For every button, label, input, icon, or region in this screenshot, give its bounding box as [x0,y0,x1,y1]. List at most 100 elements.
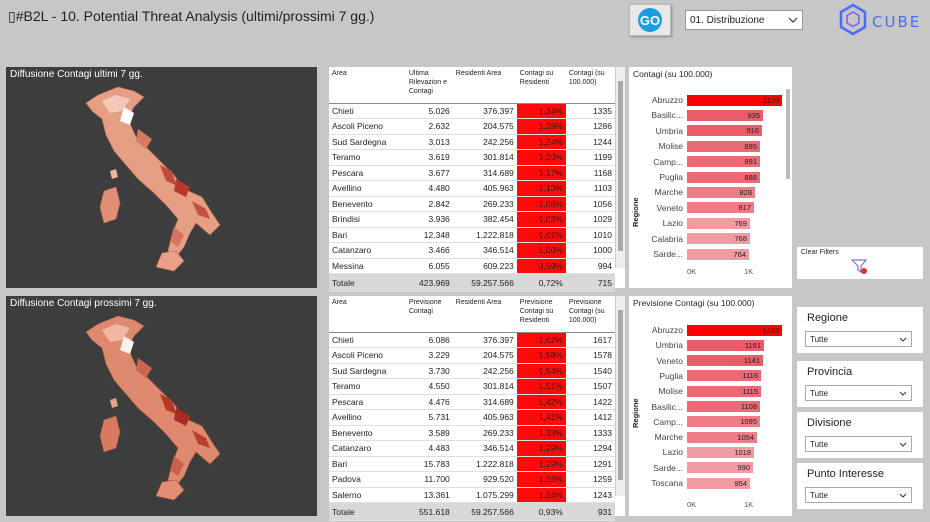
column-header[interactable]: Previsione Contagi [405,296,453,333]
bar-row[interactable]: Umbria 916 [629,125,762,137]
slicer-dropdown[interactable]: Tutte [805,331,912,347]
table-row[interactable]: Padova 11.700 929.520 1,26% 1259 [329,471,615,488]
bar[interactable]: 1161 [687,339,764,351]
table-row[interactable]: Benevento 2.842 269.233 1,06% 1056 [329,196,615,212]
bar-row[interactable]: Veneto 817 [629,202,754,214]
bar[interactable]: 1116 [687,370,761,382]
table-scrollbar[interactable] [615,67,625,268]
bar-row[interactable]: Toscana 954 [629,477,750,489]
bar-row[interactable]: Sarde... 990 [629,462,753,474]
bar[interactable]: 990 [687,462,753,474]
bar-row[interactable]: Molise 1115 [629,385,761,397]
bar[interactable]: 1108 [687,401,760,412]
chart-previsione-contagi[interactable]: Previsione Contagi (su 100.000) Regione … [629,296,792,516]
clear-filters-button[interactable]: Clear Filters [797,247,923,279]
table-row[interactable]: Salerno 13.361 1.075.299 1,24% 1243 [329,487,615,503]
bar-row[interactable]: Camp... 1095 [629,416,760,428]
bar-row[interactable]: Lazio 769 [629,217,750,229]
bar[interactable]: 1115 [687,385,761,397]
distribution-select[interactable]: 01. Distribuzione [685,10,803,30]
table-cell: 11.700 [405,471,453,488]
bar[interactable]: 768 [687,233,750,245]
bar[interactable]: 895 [687,140,760,152]
column-header[interactable]: Area [329,67,406,104]
column-header[interactable]: Previsione Contagi su Residenti [516,296,566,333]
slicer-value: Tutte [810,490,828,500]
column-header[interactable]: Area [329,296,406,333]
bar-row[interactable]: Basilic... 935 [629,109,763,121]
bar-row[interactable]: Molise 895 [629,140,760,152]
bar[interactable]: 817 [687,202,754,214]
table-row[interactable]: Teramo 3.619 301.814 1,20% 1199 [329,149,615,166]
column-header[interactable]: Ultima Rilevazion e Contagi [405,67,453,104]
chart-scrollbar[interactable] [786,89,790,179]
go-button[interactable]: GO [629,4,671,36]
slicer-dropdown[interactable]: Tutte [805,487,912,503]
table-row[interactable]: Bari 15.783 1.222.818 1,29% 1291 [329,456,615,472]
bar[interactable]: 828 [687,186,755,198]
bar-row[interactable]: Veneto 1141 [629,355,763,367]
table-row[interactable]: Chieti 6.086 376.397 1,62% 1617 [329,332,615,348]
table-scrollbar[interactable] [615,296,625,496]
slicer-regione[interactable]: Regione Tutte [797,307,923,353]
bar[interactable]: 916 [687,125,762,137]
table-row[interactable]: Teramo 4.550 301.814 1,51% 1507 [329,378,615,395]
slicer-punto-interesse[interactable]: Punto Interesse Tutte [797,463,923,509]
slicer-provincia[interactable]: Provincia Tutte [797,361,923,407]
scrollbar-thumb[interactable] [618,81,623,251]
column-header[interactable]: Previsione Contagi (su 100.000) [565,296,615,333]
column-header[interactable]: Residenti Area [452,296,517,333]
scrollbar-thumb[interactable] [618,310,623,480]
column-header[interactable]: Residenti Area [452,67,517,104]
table-row[interactable]: Benevento 3.589 269.233 1,33% 1333 [329,425,615,441]
column-header[interactable]: Contagi (su 100.000) [565,67,615,104]
table-row[interactable]: Chieti 5.026 376.397 1,34% 1335 [329,103,615,119]
table-row[interactable]: Avellino 4.480 405.963 1,10% 1103 [329,180,615,197]
table-row[interactable]: Bari 12.348 1.222.818 1,01% 1010 [329,227,615,243]
bar-row[interactable]: Abruzzo 1428 [629,324,782,336]
table-row[interactable]: Pescara 3.677 314.689 1,17% 1168 [329,165,615,181]
bar-row[interactable]: Lazio 1018 [629,446,754,458]
bar-row[interactable]: Sarde... 764 [629,248,749,260]
bar[interactable]: 954 [687,477,750,489]
bar-row[interactable]: Marche 828 [629,186,755,198]
slicer-divisione[interactable]: Divisione Tutte [797,412,923,458]
table-row[interactable]: Ascoli Piceno 3.229 204.575 1,58% 1578 [329,347,615,364]
table-row[interactable]: Sud Sardegna 3.013 242.256 1,24% 1244 [329,134,615,150]
table-contagi-prossimi[interactable]: Area Previsione Contagi Residenti Area P… [329,296,625,521]
slicer-dropdown[interactable]: Tutte [805,436,912,452]
chart-contagi[interactable]: Contagi (su 100.000) Regione Abruzzo 1169… [629,67,792,288]
bar-row[interactable]: Puglia 888 [629,171,760,183]
bar[interactable]: 1141 [687,355,763,367]
bar-row[interactable]: Camp... 891 [629,156,760,168]
table-row[interactable]: Ascoli Piceno 2.632 204.575 1,29% 1286 [329,118,615,135]
table-row[interactable]: Pescara 4.476 314.689 1,42% 1422 [329,394,615,410]
column-header[interactable]: Contagi su Residenti [516,67,566,104]
bar[interactable]: 769 [687,217,750,229]
bar-row[interactable]: Calabria 768 [629,233,750,245]
table-row[interactable]: Messina 6.055 609.223 0,99% 994 [329,258,615,274]
bar[interactable]: 1095 [687,416,760,428]
table-row[interactable]: Catanzaro 4.483 346.514 1,29% 1294 [329,440,615,457]
table-row[interactable]: Brindisi 3.936 382.454 1,03% 1029 [329,211,615,228]
bar[interactable]: 1054 [687,431,757,443]
bar[interactable]: 1018 [687,446,754,458]
bar-row[interactable]: Basilic... 1108 [629,401,760,413]
table-row[interactable]: Avellino 5.731 405.963 1,41% 1412 [329,409,615,426]
map-contagi-ultimi[interactable]: Diffusione Contagi ultimi 7 gg. [6,67,317,288]
bar[interactable]: 1169 [687,94,782,106]
bar-row[interactable]: Abruzzo 1169 [629,94,782,106]
slicer-dropdown[interactable]: Tutte [805,385,912,401]
bar[interactable]: 935 [687,109,763,121]
table-contagi-ultimi[interactable]: Area Ultima Rilevazion e Contagi Residen… [329,67,625,292]
bar[interactable]: 1428 [687,324,782,336]
table-row[interactable]: Sud Sardegna 3.730 242.256 1,54% 1540 [329,363,615,379]
bar-row[interactable]: Puglia 1116 [629,370,761,382]
bar-row[interactable]: Umbria 1161 [629,339,764,351]
table-row[interactable]: Catanzaro 3.466 346.514 1,00% 1000 [329,242,615,259]
bar[interactable]: 888 [687,171,760,183]
bar[interactable]: 891 [687,156,760,168]
bar-row[interactable]: Marche 1054 [629,431,757,443]
bar[interactable]: 764 [687,248,749,260]
map-contagi-prossimi[interactable]: Diffusione Contagi prossimi 7 gg. [6,296,317,516]
